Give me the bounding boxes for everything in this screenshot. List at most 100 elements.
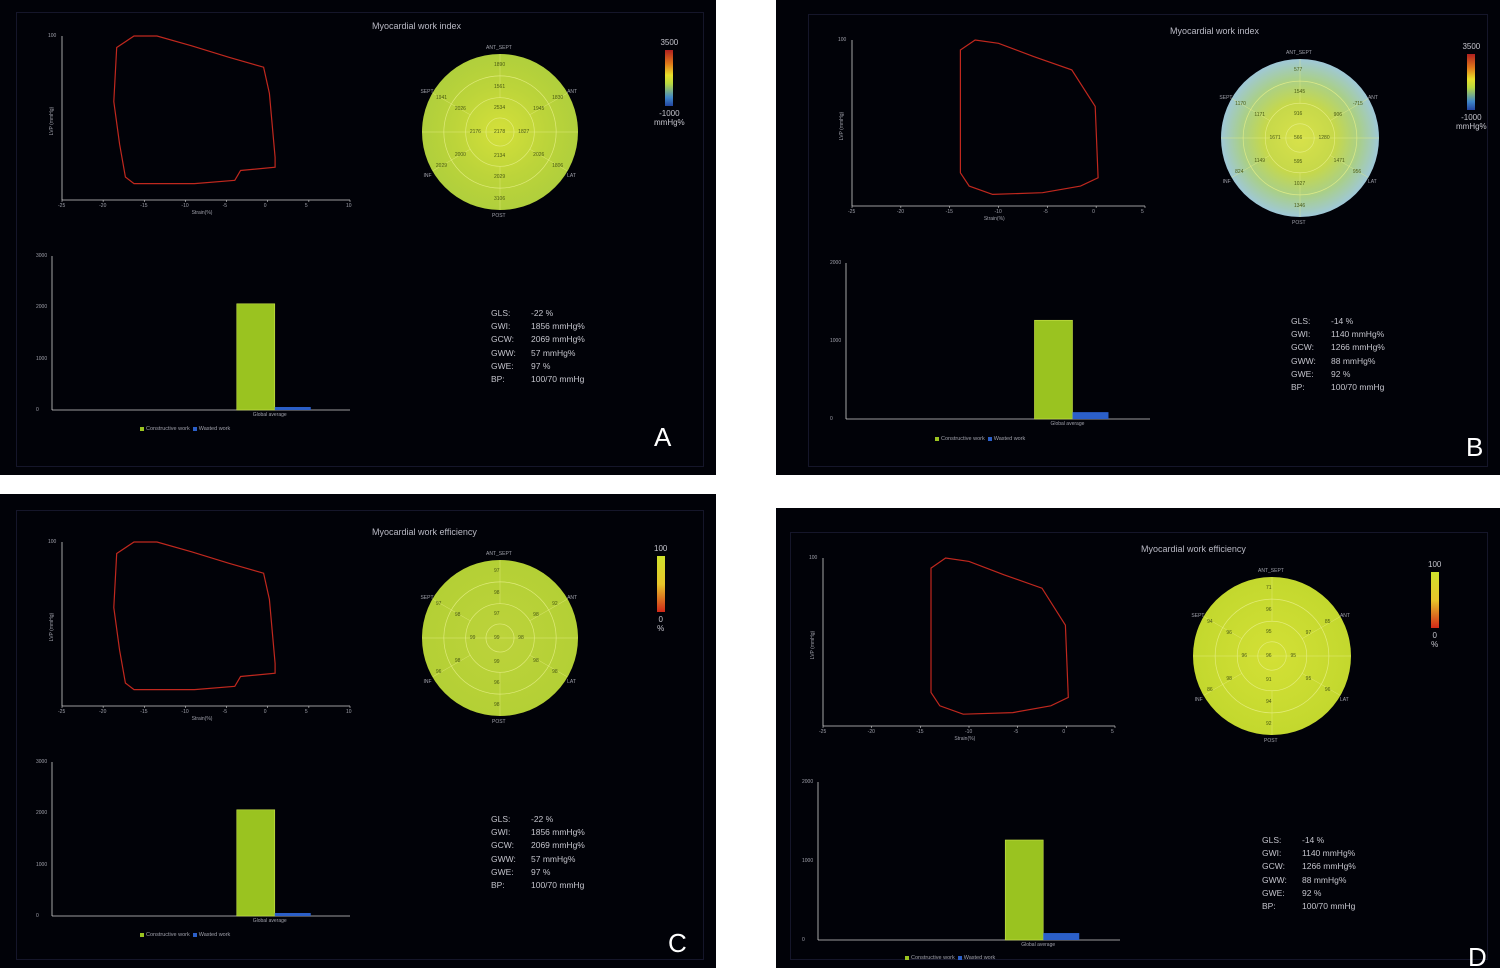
stat-row: GWI: 1856 mmHg% xyxy=(491,826,585,839)
bar-x-label: Global average xyxy=(252,918,287,924)
wasted-work-bar xyxy=(1043,933,1080,940)
legend-wasted: Wasted work xyxy=(198,932,231,938)
segment-value: 86 xyxy=(1207,686,1213,693)
screen-frame xyxy=(16,12,704,467)
stat-value: 1140 mmHg% xyxy=(1331,329,1385,340)
loop-x-tick-label: -25 xyxy=(58,203,66,209)
bar-x-label: Global average xyxy=(1050,421,1085,427)
wall-label-ant-sept: ANT_SEPT xyxy=(486,551,512,557)
bullseye-spoke xyxy=(432,148,471,172)
segment-value: 2000 xyxy=(454,151,466,158)
bar-y-tick-label: 1000 xyxy=(36,861,48,868)
wall-label-inf: INF xyxy=(1194,697,1203,704)
stat-key: GWE: xyxy=(1291,368,1314,379)
segment-value: 1346 xyxy=(1294,202,1306,209)
wasted-swatch xyxy=(987,436,992,441)
segment-value: 2029 xyxy=(494,174,506,181)
stat-row: GLS: -14 % xyxy=(1262,834,1356,847)
bullseye-spoke xyxy=(1231,98,1271,121)
stat-row: GLS: -14 % xyxy=(1291,315,1385,328)
color-scale-max: 3500 xyxy=(660,38,679,47)
loop-x-tick-label: -20 xyxy=(99,203,107,209)
legend-constructive: Constructive work xyxy=(146,426,190,432)
bullseye-spoke xyxy=(529,598,568,622)
loop-x-label: Strain(%) xyxy=(191,716,213,722)
pressure-strain-loop xyxy=(930,557,1069,715)
loop-x-tick-label: 5 xyxy=(304,203,308,209)
constructive-swatch xyxy=(140,426,144,431)
bar-y-tick-label: 2000 xyxy=(802,779,814,785)
segment-value: 2176 xyxy=(469,129,481,135)
stat-key: GWW: xyxy=(491,347,516,358)
segment-value: 96 xyxy=(1226,630,1232,637)
constructive-work-bar xyxy=(1004,839,1044,941)
map-title: Myocardial work index xyxy=(1170,26,1260,36)
stat-key: BP: xyxy=(1262,901,1276,912)
wasted-swatch xyxy=(192,426,197,431)
color-scale: 3500 -1000 mmHg% xyxy=(654,38,685,127)
stat-value: 1856 mmHg% xyxy=(531,321,585,332)
segment-value: 1471 xyxy=(1333,157,1345,164)
stat-key: GLS: xyxy=(1291,316,1311,326)
loop-x-tick-label: 0 xyxy=(263,203,267,209)
loop-y-label: LVP (mmHg) xyxy=(839,111,846,141)
segment-value: 91 xyxy=(1266,677,1272,684)
color-scale-min: -1000 xyxy=(1461,113,1482,122)
segment-value: 1890 xyxy=(494,61,506,68)
segment-value: 98 xyxy=(533,657,539,664)
wasted-work-bar xyxy=(1072,412,1109,419)
segment-value: 98 xyxy=(494,702,500,709)
loop-x-tick-label: -10 xyxy=(181,709,189,715)
bullseye-spoke xyxy=(1301,673,1341,696)
bar-legend: Constructive work Wasted work xyxy=(137,426,230,432)
loop-x-tick-label: 0 xyxy=(1092,209,1095,215)
loop-x-tick-label: -15 xyxy=(140,203,148,209)
wall-label-ant-sept: ANT_SEPT xyxy=(1258,568,1284,574)
bar-y-tick-label: 0 xyxy=(36,407,39,413)
stat-value: 57 mmHg% xyxy=(531,347,576,358)
map-title: Myocardial work efficiency xyxy=(1141,544,1246,554)
stat-row: BP: 100/70 mmHg xyxy=(1291,381,1385,394)
segment-value: 99 xyxy=(469,635,476,641)
wall-label-post: POST xyxy=(492,213,506,219)
bullseye-spoke xyxy=(432,92,471,116)
loop-x-tick-label: -5 xyxy=(1013,729,1019,735)
loop-y-tick-label: 100 xyxy=(48,539,57,545)
color-scale-min: 0 xyxy=(1432,631,1437,640)
segment-value: 92 xyxy=(1266,720,1272,727)
segment-value: 96 xyxy=(435,668,442,675)
color-scale: 100 0% xyxy=(654,544,667,633)
stat-row: GWW: 57 mmHg% xyxy=(491,347,585,360)
color-scale-max: 100 xyxy=(1428,560,1442,569)
panel-a: Myocardial work index 1890 1830 1806 3106 202… xyxy=(0,0,716,475)
color-scale-bar xyxy=(656,556,665,612)
constructive-work-bar xyxy=(236,303,276,411)
wall-label-ant-sept: ANT_SEPT xyxy=(1286,50,1312,56)
legend-wasted: Wasted work xyxy=(963,955,996,961)
loop-x-tick-label: -5 xyxy=(222,709,228,715)
loop-x-tick-label: -20 xyxy=(896,209,905,215)
segment-value: 2178 xyxy=(494,129,506,135)
segment-value: 99 xyxy=(494,659,500,666)
segment-value: 97 xyxy=(1305,630,1312,637)
stat-value: 100/70 mmHg xyxy=(531,374,585,385)
stat-row: BP: 100/70 mmHg xyxy=(491,373,585,386)
wall-label-ant-sept: ANT_SEPT xyxy=(486,45,512,51)
screen-frame xyxy=(790,532,1488,960)
bar-y-tick-label: 3000 xyxy=(36,253,48,259)
pressure-strain-loop xyxy=(113,35,276,185)
panel-d: Myocardial work efficiency 71 85 96 92 86 94 96… xyxy=(776,508,1500,968)
screen-frame xyxy=(808,14,1488,467)
segment-value: 96 xyxy=(1324,686,1331,693)
segment-value: 1561 xyxy=(494,83,506,90)
constructive-work-bar xyxy=(1034,319,1073,420)
segment-value: 956 xyxy=(1352,168,1362,175)
stat-value: 1140 mmHg% xyxy=(1302,848,1356,859)
stat-key: BP: xyxy=(491,374,505,385)
loop-x-tick-label: -15 xyxy=(916,729,924,735)
stat-value: -14 % xyxy=(1302,835,1325,845)
wall-label-ant: ANT xyxy=(567,595,578,602)
bullseye-spoke xyxy=(1329,155,1369,178)
bar-y-tick-label: 2000 xyxy=(36,810,48,817)
bullseye-spoke xyxy=(1329,98,1369,121)
